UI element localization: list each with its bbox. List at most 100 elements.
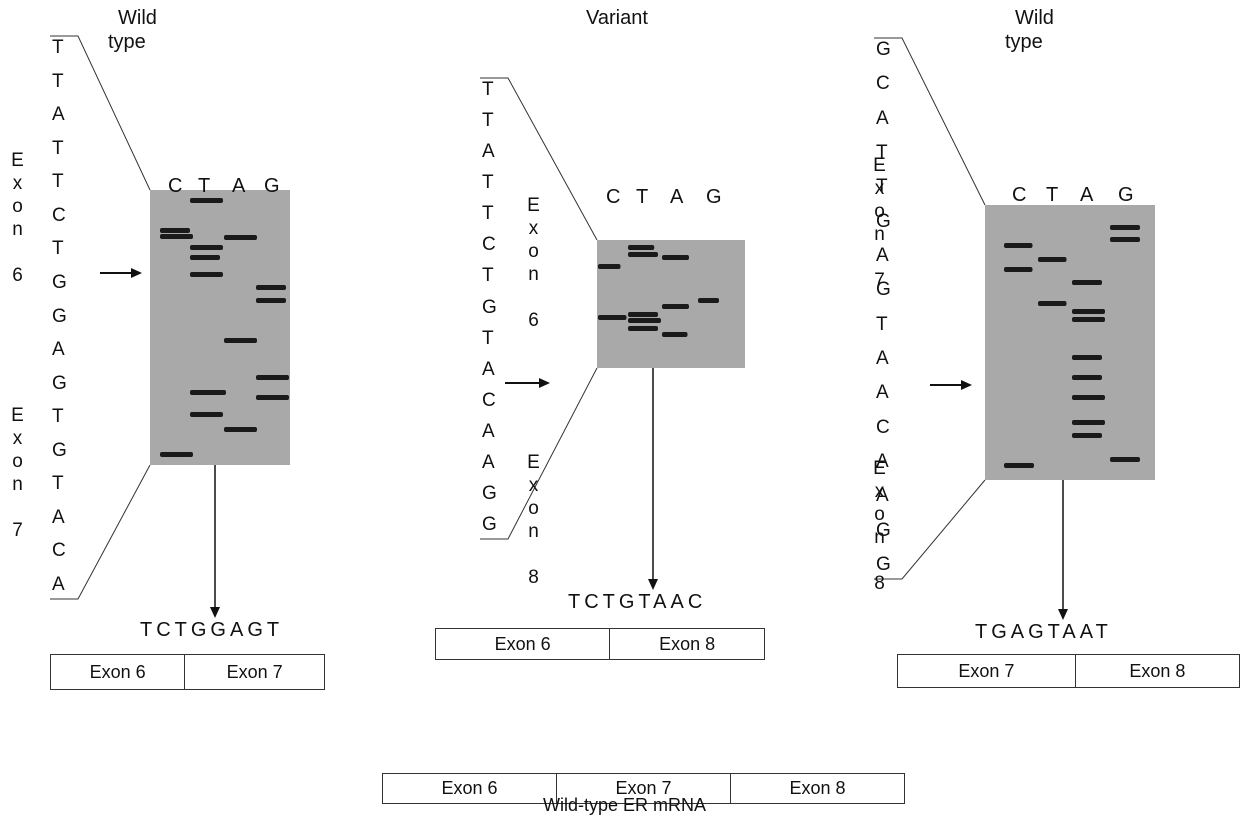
gel-band (598, 264, 621, 269)
gel-band (628, 252, 658, 257)
panel-heading: Wild (118, 7, 157, 29)
lane-label: T (1046, 184, 1059, 206)
sequence-letter: A (52, 574, 65, 595)
gel-band (1072, 433, 1102, 438)
gel-band (1072, 280, 1102, 285)
sequence-letter: C (52, 204, 66, 226)
exon-segment: Exon 7 (898, 655, 1076, 687)
gel-band (224, 235, 257, 240)
gel-band (1072, 420, 1105, 425)
exon-segment: Exon 8 (1129, 660, 1186, 681)
sequence-letter: T (482, 110, 494, 132)
gel-band (1072, 355, 1102, 360)
exon-label: Exon 8 (523, 452, 544, 590)
gel-band (1072, 395, 1105, 400)
gel-band (1110, 225, 1140, 230)
exon-box: Exon 7 Exon 8 (897, 654, 1240, 688)
exon-label: Exon 6 (7, 150, 28, 288)
sequence-letter: T (52, 473, 64, 495)
gel-band (190, 198, 223, 203)
gel-band (1110, 237, 1140, 242)
sequence-letter: C (482, 234, 496, 256)
arrow-head (961, 380, 972, 390)
sequence-letter: T (52, 37, 64, 58)
lane-label: A (232, 175, 246, 197)
sequence-letter: G (876, 279, 891, 301)
gel-band (598, 315, 627, 320)
sequence-letter: C (52, 540, 66, 562)
exon-segment: Exon 6 (383, 774, 557, 803)
lane-label: C (168, 175, 183, 197)
lane-label: C (1012, 184, 1027, 206)
lane-label: A (670, 186, 684, 208)
exon-label: Exon 7 (7, 405, 28, 543)
panel-heading: type (108, 31, 146, 53)
sequence-letter: A (52, 339, 65, 361)
exon-segment: Exon 6 (436, 629, 611, 659)
exon-segment: Exon 8 (659, 633, 716, 654)
gel-band (256, 285, 286, 290)
bracket-line (480, 77, 598, 241)
junction-sequence: TCTGTAAC (568, 591, 707, 613)
exon-box: Exon 6 Exon 8 (435, 628, 765, 660)
sequence-letter: G (482, 482, 497, 504)
lane-label: G (264, 175, 280, 197)
sequence-letter: A (876, 348, 889, 369)
gel-band (628, 326, 658, 331)
exon-label: Exon 8 (869, 458, 890, 596)
sequence-letter: G (482, 296, 497, 318)
gel-band (256, 375, 289, 380)
gel-band (628, 318, 661, 323)
sequence-letter: G (52, 439, 67, 461)
bracket-line (50, 464, 151, 600)
gel-band (1038, 257, 1067, 262)
sequence-letter: T (876, 313, 888, 335)
sequence-letter: G (482, 514, 497, 535)
sequence-letter: C (876, 416, 890, 438)
mrna-caption: Wild-type ER mRNA (543, 795, 707, 815)
sequence-letter: C (876, 73, 890, 95)
gel-band (256, 395, 289, 400)
gel-band (1110, 457, 1140, 462)
lane-label: T (198, 175, 211, 197)
sequence-letter: T (52, 137, 64, 159)
gel-band (628, 312, 658, 317)
gel (985, 205, 1155, 480)
panel-heading: Variant (586, 7, 648, 29)
bracket-line (874, 37, 986, 206)
gel-band (628, 245, 655, 250)
gel-band (190, 412, 223, 417)
gel-band (190, 390, 226, 395)
lane-label: C (606, 186, 621, 208)
gel-band (1072, 317, 1105, 322)
gel-band (1004, 463, 1034, 468)
gel-band (662, 255, 689, 260)
arrow-head (210, 607, 220, 618)
gel-band (698, 298, 719, 303)
gel-band (224, 338, 257, 343)
arrow-head (539, 378, 550, 388)
sequence-letter: C (482, 389, 496, 411)
lane-label: A (1080, 184, 1094, 206)
sequence-letter: G (876, 39, 891, 60)
sequence-letter: T (482, 79, 494, 100)
sequence-letter: G (876, 554, 891, 575)
arrow-head (1058, 609, 1068, 620)
sequence-letter: A (52, 506, 65, 528)
lane-label: G (1118, 184, 1134, 206)
gel-band (190, 245, 223, 250)
exon-label: Exon 7 (869, 155, 890, 293)
exon-segment: Exon 6 (51, 655, 186, 689)
sequence-letter: A (876, 107, 889, 129)
gel-band (1004, 267, 1033, 272)
gel-band (190, 272, 223, 277)
sequence-letter: G (876, 519, 891, 541)
lane-label: G (706, 186, 722, 208)
exon-label: Exon 6 (523, 195, 544, 333)
sequence-letter: T (482, 172, 494, 194)
gel-band (160, 452, 193, 457)
panel-heading: Wild (1015, 7, 1054, 29)
sequence-letter: A (876, 245, 889, 266)
gel-band (1072, 309, 1105, 314)
